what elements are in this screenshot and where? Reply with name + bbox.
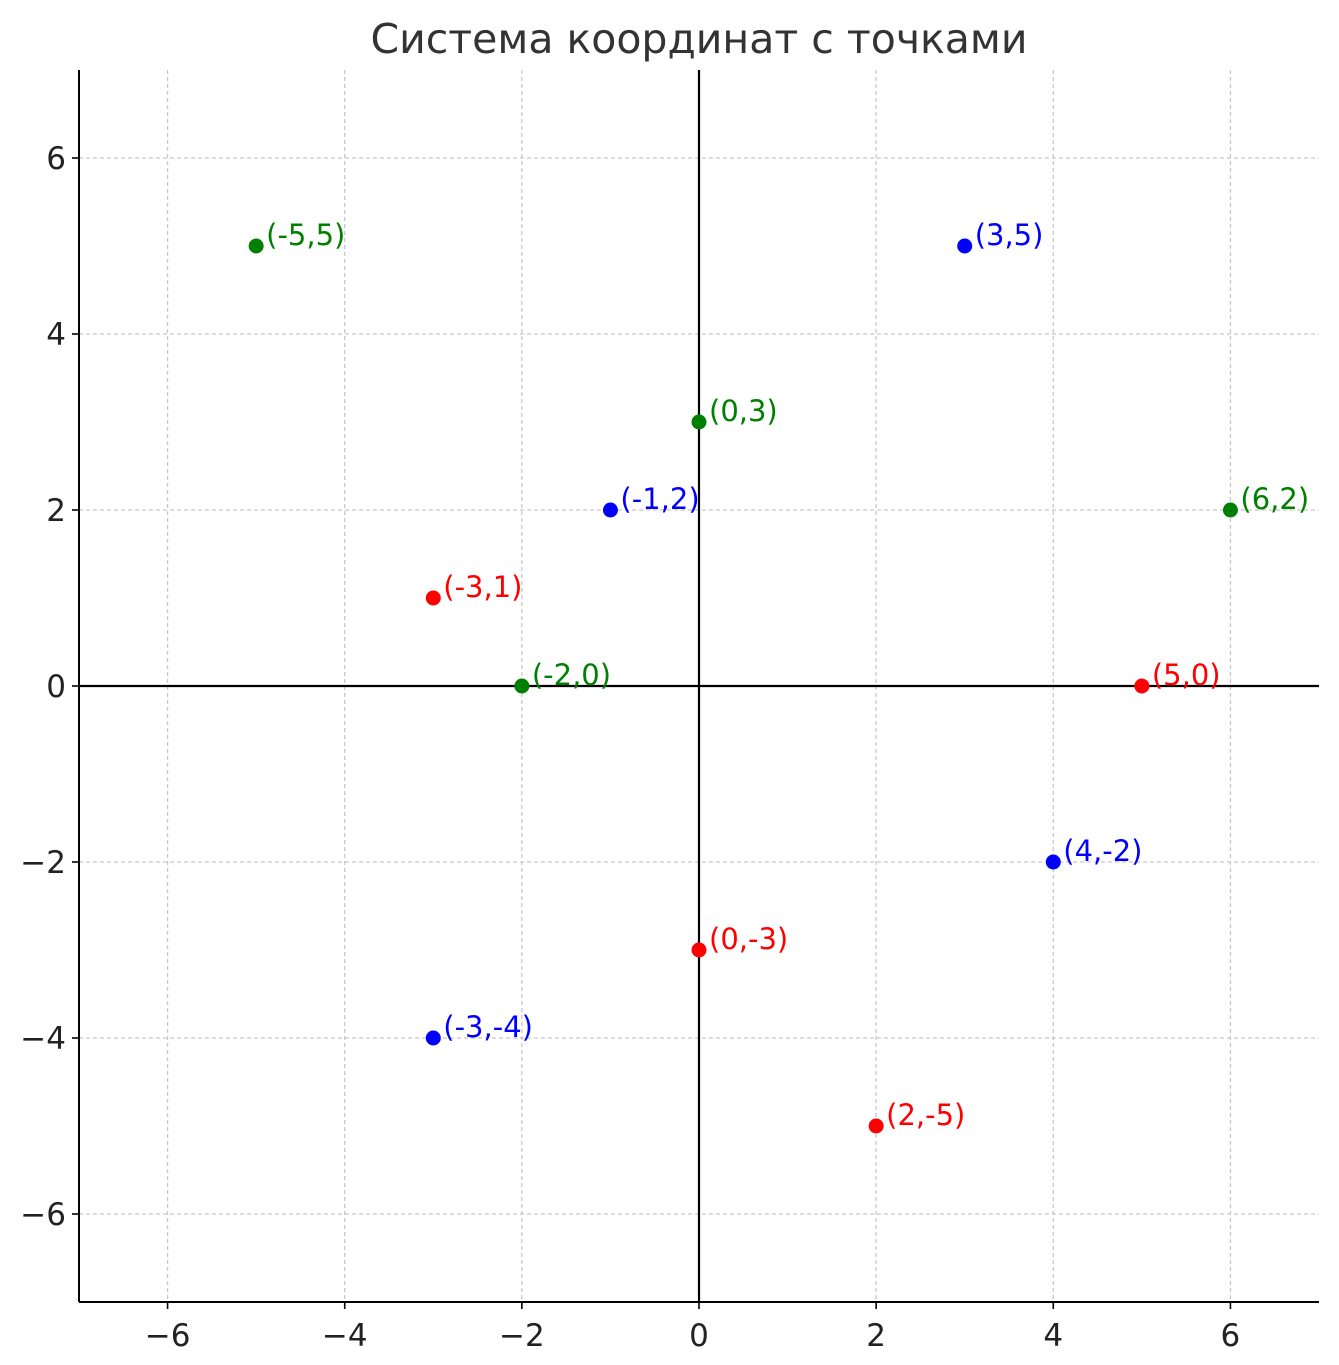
data-points: [248, 238, 1238, 1134]
data-point: [1045, 854, 1061, 870]
y-tick-label: 2: [46, 493, 66, 529]
data-point-label: (0,-3): [709, 922, 788, 956]
data-point: [514, 678, 530, 694]
x-tick-label: 0: [689, 1318, 709, 1354]
data-point: [248, 238, 264, 254]
x-tick-label: 2: [866, 1318, 886, 1354]
y-tick-label: −4: [20, 1021, 66, 1057]
data-point-label: (6,2): [1240, 482, 1309, 516]
data-point-label: (2,-5): [886, 1098, 965, 1132]
y-tick-label: 0: [46, 669, 66, 705]
data-point: [691, 942, 707, 958]
data-point-label: (4,-2): [1063, 834, 1142, 868]
data-point: [957, 238, 973, 254]
data-point-label: (0,3): [709, 394, 778, 428]
data-point: [425, 1030, 441, 1046]
x-tick-label: −2: [499, 1318, 545, 1354]
origin-axes: [79, 70, 1319, 1302]
y-tick-label: −2: [20, 845, 66, 881]
data-point: [691, 414, 707, 430]
data-point-labels: (-3,1) (0,-3) (2,-5) (5,0) (-1,2) (3,5) (4,-2)…: [266, 218, 1309, 1132]
data-point-label: (-5,5): [266, 218, 345, 252]
x-tick-label: −4: [322, 1318, 368, 1354]
data-point-label: (-3,-4): [443, 1010, 533, 1044]
data-point: [425, 590, 441, 606]
data-point: [868, 1118, 884, 1134]
y-tick-label: 4: [46, 317, 66, 353]
data-point: [1134, 678, 1150, 694]
data-point-label: (5,0): [1152, 658, 1221, 692]
x-tick-label: 4: [1043, 1318, 1063, 1354]
y-tick-label: −6: [20, 1197, 66, 1233]
x-tick-label: −6: [145, 1318, 191, 1354]
data-point-label: (-3,1): [443, 570, 522, 604]
axis-ticks: −6 −4 −2 0 2 4 6 −6 −4 −2 0 2 4 6: [20, 141, 1240, 1354]
data-point: [1222, 502, 1238, 518]
data-point-label: (3,5): [975, 218, 1044, 252]
x-tick-label: 6: [1221, 1318, 1241, 1354]
y-tick-label: 6: [46, 141, 66, 177]
data-point: [602, 502, 618, 518]
chart-title: Система координат с точками: [370, 15, 1027, 63]
data-point-label: (-1,2): [620, 482, 699, 516]
data-point-label: (-2,0): [532, 658, 611, 692]
